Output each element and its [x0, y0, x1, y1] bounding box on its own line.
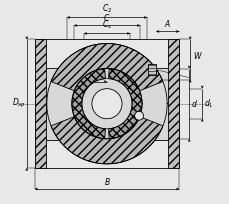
Bar [35, 40, 178, 168]
Circle shape [92, 89, 122, 119]
Polygon shape [51, 117, 162, 164]
Bar [35, 40, 46, 168]
Text: $S$: $S$ [86, 68, 92, 79]
Circle shape [134, 111, 143, 120]
Bar [148, 64, 155, 75]
Text: $B$: $B$ [103, 176, 110, 186]
Bar [167, 40, 178, 168]
Text: $C_2$: $C_2$ [101, 2, 112, 15]
Text: $C_s$: $C_s$ [101, 19, 112, 31]
Text: $W$: $W$ [192, 50, 202, 61]
Text: $C$: $C$ [103, 12, 110, 23]
Polygon shape [72, 69, 105, 139]
Text: $D_{sp}$: $D_{sp}$ [12, 97, 26, 110]
Text: $d_1$: $d_1$ [203, 98, 213, 110]
Text: $d$: $d$ [190, 98, 197, 109]
Polygon shape [51, 43, 162, 91]
Text: $A$: $A$ [164, 18, 170, 29]
Bar [35, 68, 178, 140]
Polygon shape [108, 69, 142, 139]
